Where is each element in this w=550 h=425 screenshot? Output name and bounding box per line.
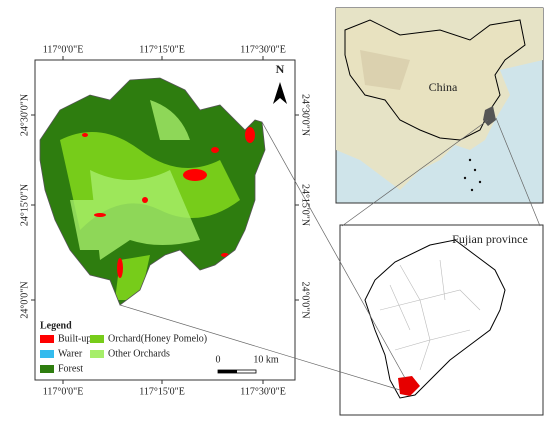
latitude-label: 24°0'0"N <box>300 281 311 318</box>
plateau <box>360 50 410 90</box>
fujian-outline <box>364 239 506 399</box>
scale-bar-segment <box>218 370 237 373</box>
latitude-label: 24°15'0"N <box>19 184 30 226</box>
built-up <box>117 258 123 278</box>
legend-label: Forest <box>58 363 83 374</box>
island <box>478 180 482 184</box>
island <box>463 176 467 180</box>
county-boundaries <box>379 259 481 371</box>
latitude-label: 24°30'0"N <box>19 94 30 136</box>
legend-label: Built-up <box>58 333 91 344</box>
islands <box>463 158 482 192</box>
connector-line <box>341 119 489 227</box>
legend-swatch <box>40 350 54 358</box>
longitude-label: 117°15'0"E <box>139 386 185 397</box>
island <box>468 158 472 162</box>
fujian-label: Fujian province <box>452 232 528 246</box>
latitude-label: 24°0'0"N <box>19 281 30 318</box>
built-up <box>142 197 148 203</box>
longitude-label: 117°0'0"E <box>43 386 84 397</box>
legend-swatch <box>40 335 54 343</box>
latitude-label: 24°15'0"N <box>300 184 311 226</box>
built-up <box>82 133 88 137</box>
longitude-label: 117°30'0"E <box>240 44 286 55</box>
built-up <box>211 147 219 153</box>
legend-label: Orchard(Honey Pomelo) <box>108 333 207 344</box>
county-outline <box>39 77 266 306</box>
latitude-label: 24°30'0"N <box>300 94 311 136</box>
china-label: China <box>429 80 458 94</box>
connector-line <box>119 304 401 391</box>
study-area <box>398 376 420 396</box>
island <box>473 168 477 172</box>
legend-label: Other Orchards <box>108 348 170 359</box>
legend-label: Warer <box>58 348 83 359</box>
built-up <box>245 127 255 143</box>
longitude-label: 117°15'0"E <box>139 44 185 55</box>
north-arrow <box>273 82 287 104</box>
built-up-areas <box>82 127 255 278</box>
other-orchard-area <box>70 100 200 260</box>
china-outline <box>344 19 526 141</box>
legend-title: Legend <box>40 320 72 331</box>
longitude-label: 117°30'0"E <box>240 386 286 397</box>
built-up <box>183 169 207 181</box>
built-up <box>94 213 106 217</box>
north-label: N <box>276 62 285 76</box>
legend-swatch <box>90 350 104 358</box>
scale-end: 10 km <box>253 354 279 365</box>
island <box>470 188 474 192</box>
longitude-label: 117°0'0"E <box>43 44 84 55</box>
legend-swatch <box>40 365 54 373</box>
connector-line <box>495 117 541 227</box>
legend-swatch <box>90 335 104 343</box>
scale-start: 0 <box>216 354 221 365</box>
connector-line <box>261 121 406 379</box>
